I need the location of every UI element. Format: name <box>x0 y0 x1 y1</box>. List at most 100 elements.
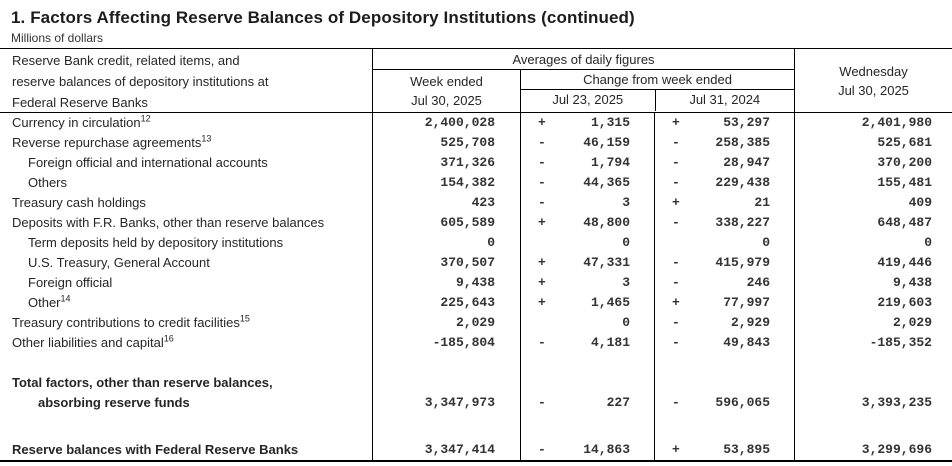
change-label: Change from week ended <box>521 70 794 90</box>
wednesday-value: 409 <box>794 193 952 213</box>
change-week-value <box>520 413 654 440</box>
row-label: Others <box>28 175 68 190</box>
change-year-value: +77,997 <box>654 293 794 313</box>
change-year-value: -28,947 <box>654 153 794 173</box>
reserve-balances-table: Reserve Bank credit, related items, and … <box>0 48 952 462</box>
week-ended-label: Week ended <box>410 74 483 89</box>
change-week-date-header: Jul 23, 2025 <box>552 92 624 107</box>
wednesday-value: 525,681 <box>794 133 952 153</box>
change-year-value: -415,979 <box>654 253 794 273</box>
change-week-value: 0 <box>520 313 654 333</box>
footnote-marker: 16 <box>163 333 174 344</box>
wednesday-value <box>794 413 952 440</box>
change-year-value: -2,929 <box>654 313 794 333</box>
week-ended-value: 225,643 <box>372 293 520 313</box>
change-year-value: +53,297 <box>654 113 794 133</box>
wednesday-value: 3,299,696 <box>794 440 952 460</box>
change-year-value: -246 <box>654 273 794 293</box>
row-label: Deposits with F.R. Banks, other than res… <box>12 215 325 230</box>
week-ended-value: 371,326 <box>372 153 520 173</box>
averages-group-header: Averages of daily figures Week ended Jul… <box>372 49 794 113</box>
week-ended-value: 605,589 <box>372 213 520 233</box>
week-ended-value <box>372 413 520 440</box>
change-week-value <box>520 353 654 373</box>
wednesday-value: 648,487 <box>794 213 952 233</box>
change-year-date-header: Jul 31, 2024 <box>654 90 794 111</box>
table-row: Others 154,382-44,365-229,438 155,481 <box>0 173 952 193</box>
wednesday-value: 370,200 <box>794 153 952 173</box>
change-week-value: +48,800 <box>520 213 654 233</box>
change-week-value: -44,365 <box>520 173 654 193</box>
table-row: Treasury contributions to credit facilit… <box>0 313 952 333</box>
week-ended-value: 3,347,414 <box>372 440 520 460</box>
wednesday-label: Wednesday <box>839 64 908 79</box>
change-year-value: 0 <box>654 233 794 253</box>
change-week-value: -46,159 <box>520 133 654 153</box>
week-ended-value: 2,029 <box>372 313 520 333</box>
stub-header-line: Reserve Bank credit, related items, and <box>12 53 240 68</box>
wednesday-value: 0 <box>794 233 952 253</box>
footnote-marker: 13 <box>201 133 212 144</box>
stub-header-line: reserve balances of depository instituti… <box>12 74 269 89</box>
change-year-value: +21 <box>654 193 794 213</box>
week-ended-value: 423 <box>372 193 520 213</box>
change-week-value: -1,794 <box>520 153 654 173</box>
row-label: Currency in circulation12 <box>12 113 151 130</box>
row-label: Other liabilities and capital16 <box>12 333 174 350</box>
change-year-value: -229,438 <box>654 173 794 193</box>
change-year-value: -49,843 <box>654 333 794 353</box>
row-label: Foreign official and international accou… <box>28 155 268 170</box>
week-ended-date: Jul 30, 2025 <box>411 93 482 108</box>
table-row: Deposits with F.R. Banks, other than res… <box>0 213 952 233</box>
footnote-marker: 14 <box>60 293 71 304</box>
change-week-value: +47,331 <box>520 253 654 273</box>
table-header: Reserve Bank credit, related items, and … <box>0 49 952 113</box>
table-row: Currency in circulation12 2,400,028 +1,315… <box>0 113 952 133</box>
week-ended-column-header: Week ended Jul 30, 2025 <box>373 70 520 112</box>
table-spacer-row <box>0 413 952 440</box>
row-label: Reserve balances with Federal Reserve Ba… <box>12 442 299 457</box>
table-row: Total factors, other than reserve balanc… <box>0 373 952 413</box>
wednesday-column-header: Wednesday Jul 30, 2025 <box>794 49 952 113</box>
row-label: Other14 <box>28 293 71 310</box>
page-title: 1. Factors Affecting Reserve Balances of… <box>11 8 635 27</box>
row-label <box>0 353 372 373</box>
table-row: Other liabilities and capital16 -185,804-… <box>0 333 952 353</box>
change-week-value: 0 <box>520 233 654 253</box>
wednesday-value: 2,029 <box>794 313 952 333</box>
footnote-marker: 12 <box>140 113 151 124</box>
change-week-value: -227 <box>520 373 654 413</box>
table-row: Reverse repurchase agreements13 525,708-4… <box>0 133 952 153</box>
change-year-value: -338,227 <box>654 213 794 233</box>
table-row: Treasury cash holdings 423-3 +21 409 <box>0 193 952 213</box>
week-ended-value: 9,438 <box>372 273 520 293</box>
row-label: Treasury cash holdings <box>12 195 146 210</box>
wednesday-value: 9,438 <box>794 273 952 293</box>
row-label: Reverse repurchase agreements13 <box>12 133 212 150</box>
wednesday-value <box>794 353 952 373</box>
table-row: Term deposits held by depository institu… <box>0 233 952 253</box>
wednesday-value: 155,481 <box>794 173 952 193</box>
wednesday-date: Jul 30, 2025 <box>838 83 909 98</box>
stub-header-line: Federal Reserve Banks <box>12 95 148 110</box>
wednesday-value: -185,352 <box>794 333 952 353</box>
change-group-header: Change from week ended Jul 23, 2025 Jul … <box>520 70 794 112</box>
table-row: Reserve balances with Federal Reserve Ba… <box>0 440 952 460</box>
row-label: Term deposits held by depository institu… <box>28 235 284 250</box>
wednesday-value: 2,401,980 <box>794 113 952 133</box>
footnote-marker: 15 <box>239 313 250 324</box>
units-label: Millions of dollars <box>11 31 104 45</box>
averages-label: Averages of daily figures <box>373 49 794 70</box>
change-year-value: -596,065 <box>654 373 794 413</box>
week-ended-value <box>372 353 520 373</box>
row-label: Treasury contributions to credit facilit… <box>12 313 250 330</box>
week-ended-value: 154,382 <box>372 173 520 193</box>
change-week-value: -4,181 <box>520 333 654 353</box>
change-week-value: -14,863 <box>520 440 654 460</box>
change-year-value <box>654 413 794 440</box>
change-week-value: +3 <box>520 273 654 293</box>
stub-header: Reserve Bank credit, related items, and … <box>0 49 372 113</box>
table-row: Other14 225,643 +1,465 +77,997 219,603 <box>0 293 952 313</box>
table-spacer-row <box>0 353 952 373</box>
